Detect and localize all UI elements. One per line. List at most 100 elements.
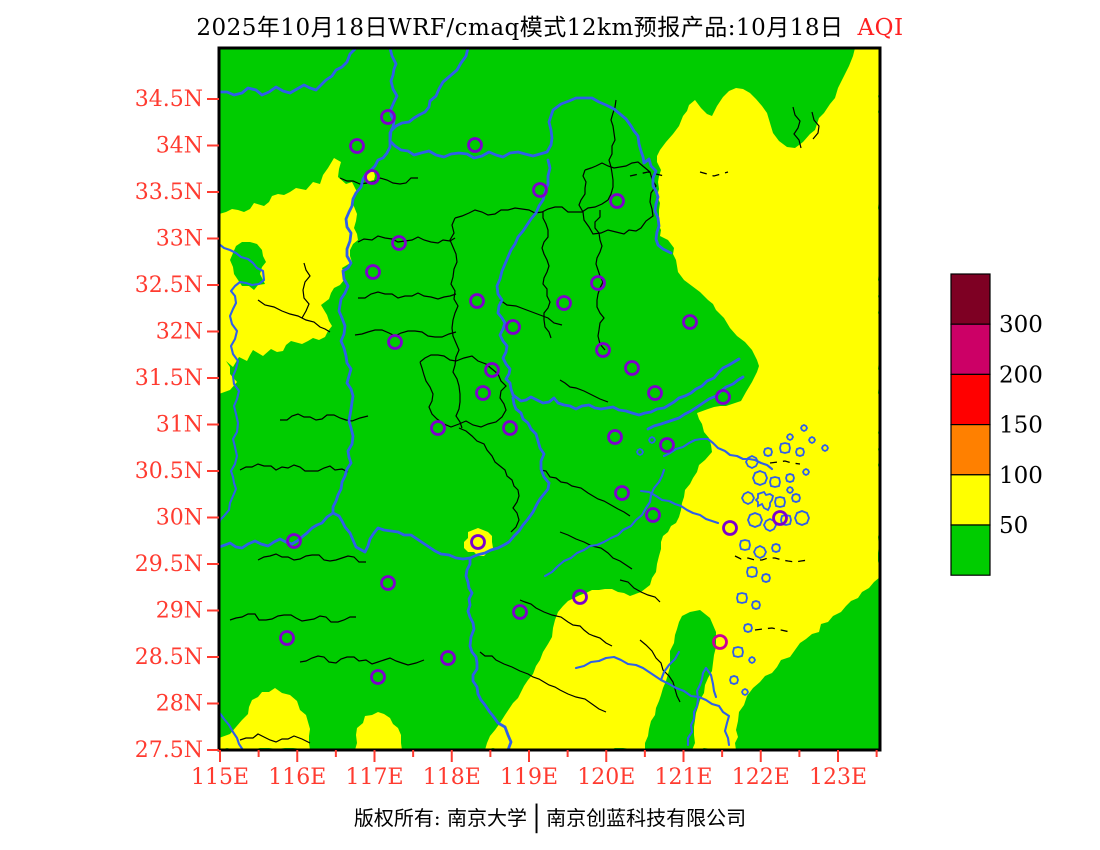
admin-boundary-line xyxy=(257,299,331,333)
admin-boundary-line xyxy=(358,291,457,300)
island-outline xyxy=(780,514,792,526)
island-outline xyxy=(740,687,750,697)
city-marker xyxy=(364,169,380,185)
city-marker xyxy=(722,520,738,536)
city-marker xyxy=(647,385,663,401)
city-marker xyxy=(349,138,365,154)
x-axis-label: 120E xyxy=(577,765,635,790)
island-outline xyxy=(763,447,773,457)
colorbar-label: 50 xyxy=(999,513,1028,539)
river-line xyxy=(511,396,551,485)
city-marker xyxy=(370,669,386,685)
island-outline xyxy=(739,539,751,551)
admin-boundary-line xyxy=(301,262,311,319)
river-line xyxy=(220,243,266,527)
x-axis-label: 119E xyxy=(500,765,558,790)
colorbar-cell xyxy=(950,323,991,376)
map-layers xyxy=(220,49,879,749)
aqi-good-notch xyxy=(645,610,716,749)
island-outline xyxy=(774,496,786,508)
page-title: 2025年10月18日WRF/cmaq模式12km预报产品:10月18日 AQI xyxy=(0,8,1100,42)
aqi-moderate-region xyxy=(220,158,358,394)
y-axis-label: 33.5N xyxy=(135,180,203,205)
island-outline xyxy=(820,443,830,453)
river-line xyxy=(704,666,718,699)
admin-boundary-line xyxy=(419,354,507,428)
island-outline xyxy=(807,435,817,445)
island-outline xyxy=(754,490,775,512)
y-axis-label: 34N xyxy=(156,134,203,159)
city-marker xyxy=(512,604,528,620)
y-axis-label: 32N xyxy=(156,320,203,345)
admin-boundary-line xyxy=(299,655,425,666)
admin-boundary-line xyxy=(239,463,349,473)
river-line xyxy=(574,655,731,747)
admin-boundary-line xyxy=(458,427,520,533)
island-outline xyxy=(747,655,757,665)
admin-boundary-line xyxy=(578,161,657,235)
river-line xyxy=(662,437,774,471)
y-axis-label: 29.5N xyxy=(135,552,203,577)
colorbar-cell xyxy=(950,474,991,526)
river-line xyxy=(659,650,681,682)
city-marker xyxy=(502,420,518,436)
colorbar-label: 200 xyxy=(999,362,1043,388)
city-marker xyxy=(430,420,446,436)
river-line xyxy=(388,49,673,255)
x-axis-label: 123E xyxy=(809,765,867,790)
admin-boundary-line xyxy=(229,613,356,623)
y-axis-label: 31.5N xyxy=(135,366,203,391)
city-marker xyxy=(532,182,548,198)
island-outline xyxy=(779,442,791,454)
colorbar-cell xyxy=(950,524,991,576)
admin-boundary-line xyxy=(792,106,802,149)
city-marker xyxy=(467,137,483,153)
x-axis-label: 115E xyxy=(191,765,249,790)
admin-boundary-line xyxy=(519,599,613,647)
x-axis-label: 117E xyxy=(345,765,403,790)
admin-boundary-line xyxy=(559,379,609,403)
island-outline xyxy=(729,675,739,685)
island-outline xyxy=(795,447,805,457)
river-line xyxy=(388,49,399,143)
city-marker xyxy=(624,360,640,376)
aqi-moderate-region xyxy=(485,49,879,749)
island-outline xyxy=(732,646,744,658)
colorbar-label: 100 xyxy=(999,463,1043,489)
city-marker xyxy=(614,485,630,501)
aqi-moderate-region xyxy=(355,712,402,749)
city-marker xyxy=(590,275,606,291)
island-outline xyxy=(771,543,781,553)
aqi-colorbar: 300 200 150 100 50 xyxy=(950,273,1043,576)
footer-divider: │ xyxy=(529,804,545,833)
city-marker xyxy=(715,389,731,405)
admin-boundary-line xyxy=(357,235,456,244)
copyright-footer: 版权所有: 南京大学│ 南京创蓝科技有限公司 xyxy=(0,802,1100,833)
colorbar-cell xyxy=(950,424,991,476)
city-marker xyxy=(682,314,698,330)
y-axis-label: 30N xyxy=(156,506,203,531)
city-marker xyxy=(475,385,491,401)
y-axis-label: 32.5N xyxy=(135,273,203,298)
city-marker xyxy=(286,533,302,549)
admin-boundary-line xyxy=(539,469,631,517)
river-line xyxy=(646,375,745,431)
x-axis-label: 116E xyxy=(268,765,326,790)
island-outline xyxy=(769,476,781,488)
city-marker xyxy=(387,334,403,350)
island-outline xyxy=(799,423,809,433)
island-outline xyxy=(752,544,768,560)
maritime-dashed-line xyxy=(699,171,729,177)
admin-boundary-line xyxy=(339,177,418,185)
colorbar-label: 300 xyxy=(999,312,1043,338)
admin-boundary-line xyxy=(811,111,820,140)
aqi-moderate-spot xyxy=(464,528,493,556)
city-marker xyxy=(440,650,456,666)
island-outline xyxy=(785,432,795,442)
admin-boundary-line xyxy=(619,579,661,603)
island-outline xyxy=(746,566,758,578)
river-line xyxy=(220,49,357,97)
maritime-dashed-line xyxy=(769,460,801,465)
